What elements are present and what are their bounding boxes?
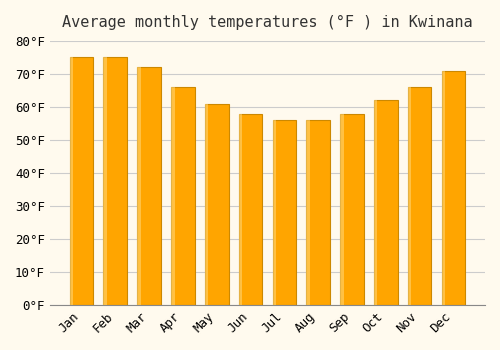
Bar (138, 67, 161, 305)
Bar (374, 100, 378, 305)
Bar (340, 113, 344, 305)
Bar (408, 87, 432, 305)
Bar (374, 100, 398, 305)
Bar (340, 113, 364, 305)
Bar (442, 71, 445, 305)
Bar (104, 57, 107, 305)
Bar (70, 57, 73, 305)
Bar (205, 104, 229, 305)
Bar (272, 120, 296, 305)
Bar (272, 120, 276, 305)
Title: Average monthly temperatures (°F ) in Kwinana: Average monthly temperatures (°F ) in Kw… (62, 15, 472, 30)
Bar (306, 120, 310, 305)
Bar (205, 104, 208, 305)
Bar (442, 71, 465, 305)
Bar (138, 67, 141, 305)
Bar (408, 87, 412, 305)
Bar (171, 87, 174, 305)
Bar (238, 113, 242, 305)
Bar (104, 57, 127, 305)
Bar (238, 113, 262, 305)
Bar (171, 87, 194, 305)
Bar (306, 120, 330, 305)
Bar (70, 57, 94, 305)
